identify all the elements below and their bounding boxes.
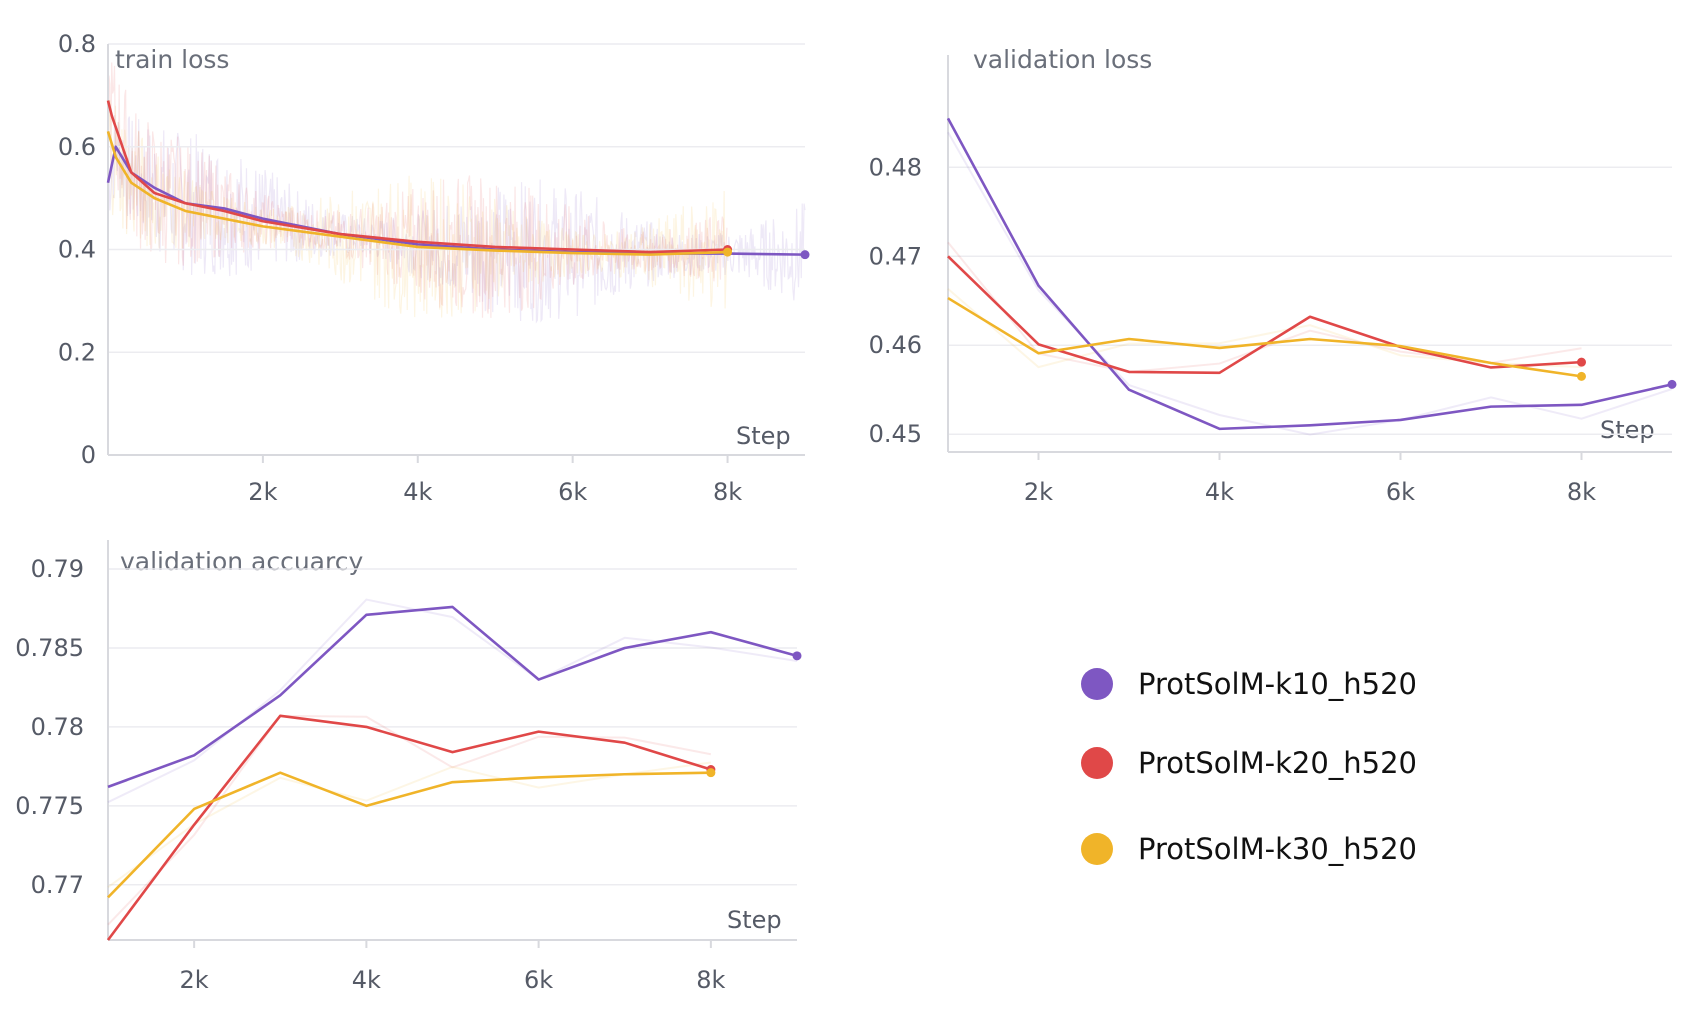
train-loss-chart: train loss Step 0 0.2 0.4 0.6 0.8 2k 4k 6k 8k [58,30,810,506]
train-loss-ytick-label: 0.2 [58,338,96,366]
validation-loss-endpoint-k20 [1577,357,1586,367]
validation-loss-endpoint-k30 [1577,371,1586,381]
validation-accuracy-line-k30 [107,771,711,899]
validation-loss-ytick-label: 0.46 [869,331,922,359]
train-loss-ytick-label: 0.6 [58,133,96,161]
validation-loss-line-k20 [947,255,1582,375]
validation-accuracy-raw-line-k10 [107,598,798,804]
validation-accuracy-endpoint-k10 [792,651,802,661]
validation-accuracy-line-k20 [106,714,712,941]
legend-item-k20[interactable]: ProtSolM-k20_h520 [1081,746,1417,780]
validation-loss-line-k30 [947,296,1582,378]
validation-loss-xtick-label: 4k [1205,478,1234,506]
validation-accuracy-step-label: Step [727,906,782,934]
train-loss-xtick-label: 2k [248,478,277,506]
validation-loss-ytick-label: 0.47 [869,242,922,270]
legend-marker-k30 [1081,833,1113,865]
validation-accuracy-line-k10 [107,605,798,789]
validation-loss-raw-line-k30 [947,288,1582,369]
validation-loss-chart: validation loss Step 0.45 0.46 0.47 0.48 2k 4… [869,45,1677,506]
validation-accuracy-xtick-label: 8k [696,966,725,994]
legend-item-k30[interactable]: ProtSolM-k30_h520 [1081,832,1417,866]
validation-loss-title: validation loss [973,45,1152,74]
train-loss-noise-k20 [107,62,728,318]
train-loss-line-k30 [106,130,728,256]
legend-label-k30: ProtSolM-k30_h520 [1138,832,1417,866]
validation-loss-step-label: Step [1600,416,1655,444]
validation-loss-xtick-label: 8k [1567,478,1596,506]
train-loss-line-k20 [106,100,728,254]
validation-accuracy-ytick-label: 0.77 [31,871,84,899]
train-loss-noise-k30 [107,100,728,318]
train-loss-endpoint-k10 [800,250,810,260]
legend-marker-k10 [1081,668,1113,700]
validation-accuracy-xtick-label: 2k [180,966,209,994]
train-loss-xtick-label: 4k [403,478,432,506]
validation-loss-raw-line-k10 [947,131,1673,436]
validation-accuracy-ytick-label: 0.78 [31,713,84,741]
validation-accuracy-title: validation accuarcy [120,547,363,576]
train-loss-title: train loss [115,45,229,74]
validation-accuracy-ytick-label: 0.79 [31,555,84,583]
train-loss-ytick-label: 0 [81,441,96,469]
train-loss-ytick-label: 0.8 [58,30,96,58]
legend-item-k10[interactable]: ProtSolM-k10_h520 [1081,667,1417,701]
train-loss-raw-noise [107,62,806,324]
validation-accuracy-chart: validation accuarcy Step 0.77 0.775 0.78 0.… [15,540,802,994]
legend-label-k10: ProtSolM-k10_h520 [1138,667,1417,701]
legend: ProtSolM-k10_h520 ProtSolM-k20_h520 Prot… [1081,667,1417,866]
train-loss-noise-k10 [107,115,806,324]
train-loss-ytick-label: 0.4 [58,236,96,264]
validation-accuracy-raw-line-k30 [107,761,712,889]
validation-loss-line-k10 [946,117,1673,431]
validation-loss-xtick-label: 2k [1024,478,1053,506]
validation-accuracy-raw-line-k20 [107,714,712,926]
validation-accuracy-ytick-label: 0.775 [15,792,84,820]
validation-loss-ytick-label: 0.45 [869,420,922,448]
train-loss-step-label: Step [736,422,791,450]
legend-marker-k20 [1081,747,1113,779]
validation-accuracy-endpoint-k30 [706,768,716,778]
validation-loss-ytick-label: 0.48 [869,153,922,181]
validation-loss-xtick-label: 6k [1386,478,1415,506]
train-loss-endpoint-k30 [723,247,733,257]
train-loss-xtick-label: 6k [558,478,587,506]
validation-accuracy-ytick-label: 0.785 [15,634,84,662]
validation-loss-endpoint-k10 [1667,379,1677,389]
legend-label-k20: ProtSolM-k20_h520 [1138,746,1417,780]
validation-accuracy-xtick-label: 4k [352,966,381,994]
validation-accuracy-xtick-label: 6k [524,966,553,994]
train-loss-xtick-label: 8k [713,478,742,506]
